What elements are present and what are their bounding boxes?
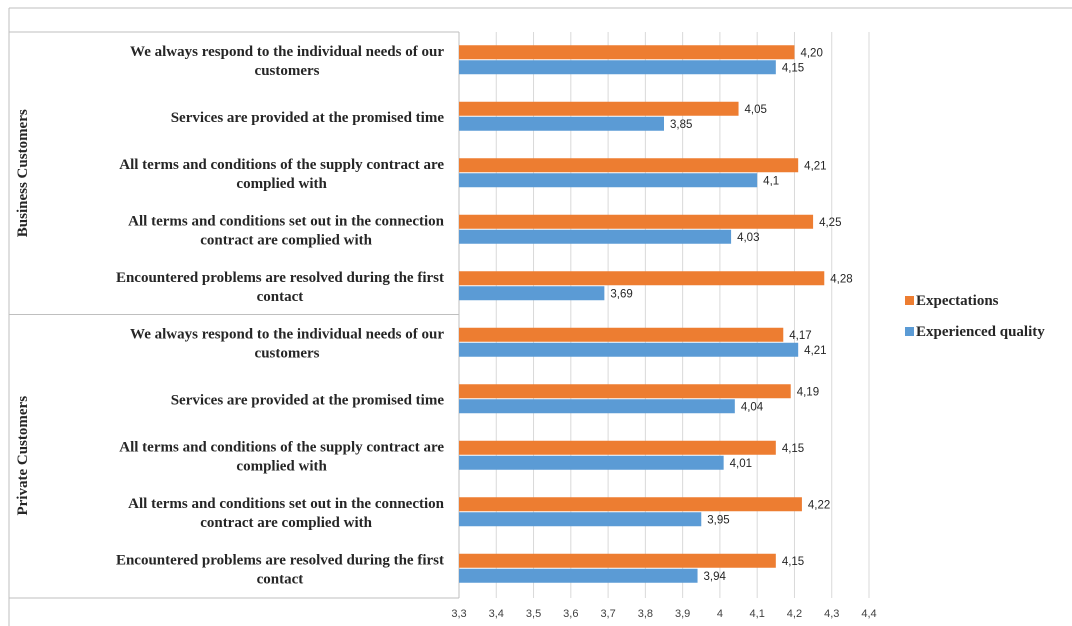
category-label: complied with <box>236 458 327 474</box>
category-label: contract are complied with <box>200 515 372 531</box>
bar-expectations <box>459 45 795 60</box>
x-tick-label: 3,9 <box>675 608 690 620</box>
data-label: 4,04 <box>741 401 764 413</box>
bar-expectations <box>459 158 799 173</box>
x-tick-label: 4,1 <box>750 608 765 620</box>
bar-experienced-quality <box>459 173 758 188</box>
category-label: customers <box>255 345 320 361</box>
legend-label-expectations: Expectations <box>916 293 999 309</box>
category-label: contract are complied with <box>200 232 372 248</box>
x-tick-label: 3,8 <box>638 608 653 620</box>
bar-expectations <box>459 384 791 399</box>
bar-experienced-quality <box>459 60 776 75</box>
category-label: Encountered problems are resolved during… <box>116 552 444 568</box>
bar-experienced-quality <box>459 512 702 527</box>
bar-expectations <box>459 101 739 116</box>
x-tick-label: 4,2 <box>787 608 802 620</box>
data-label: 4,15 <box>782 62 804 74</box>
category-label: customers <box>255 63 320 79</box>
bar-expectations <box>459 553 776 568</box>
bar-expectations <box>459 497 802 512</box>
x-tick-label: 3,6 <box>563 608 578 620</box>
category-label: All terms and conditions set out in the … <box>128 213 445 229</box>
category-label: Encountered problems are resolved during… <box>116 270 444 286</box>
x-tick-label: 4,3 <box>824 608 839 620</box>
legend-swatch-experienced-quality <box>905 327 914 336</box>
bar-experienced-quality <box>459 116 664 131</box>
category-label: contact <box>257 289 304 305</box>
bar-experienced-quality <box>459 568 698 583</box>
x-tick-label: 4,4 <box>861 608 876 620</box>
group-label: Business Customers <box>15 109 31 237</box>
legend-swatch-expectations <box>905 296 914 305</box>
data-label: 4,20 <box>800 47 822 59</box>
x-tick-label: 3,5 <box>526 608 541 620</box>
bar-expectations <box>459 214 814 229</box>
group-label: Private Customers <box>15 396 31 516</box>
data-label: 3,69 <box>610 288 632 300</box>
data-label: 4,21 <box>804 160 826 172</box>
category-label: All terms and conditions of the supply c… <box>119 157 444 173</box>
legend-label-experienced-quality: Experienced quality <box>916 324 1045 340</box>
data-label: 4,22 <box>808 499 830 511</box>
bar-experienced-quality <box>459 229 732 244</box>
data-label: 4,01 <box>730 458 752 470</box>
category-label: Services are provided at the promised ti… <box>171 110 445 126</box>
data-label: 4,19 <box>797 386 819 398</box>
data-label: 4,17 <box>789 330 811 342</box>
bar-expectations <box>459 271 825 286</box>
x-tick-label: 3,3 <box>451 608 466 620</box>
data-label: 4,03 <box>737 232 759 244</box>
bar-experienced-quality <box>459 399 735 414</box>
x-tick-label: 3,7 <box>600 608 615 620</box>
category-label: Services are provided at the promised ti… <box>171 392 445 408</box>
x-tick-label: 4 <box>717 608 723 620</box>
bar-experienced-quality <box>459 342 799 357</box>
category-label: We always respond to the individual need… <box>130 326 444 342</box>
bar-expectations <box>459 327 784 342</box>
data-label: 4,05 <box>745 104 767 116</box>
data-label: 3,95 <box>707 514 729 526</box>
data-label: 4,1 <box>763 175 779 187</box>
category-label: contact <box>257 571 304 587</box>
category-label: We always respond to the individual need… <box>130 44 444 60</box>
bar-experienced-quality <box>459 286 605 301</box>
data-label: 3,85 <box>670 119 692 131</box>
x-tick-label: 3,4 <box>489 608 504 620</box>
category-label: complied with <box>236 176 327 192</box>
data-label: 4,21 <box>804 345 826 357</box>
bar-experienced-quality <box>459 455 724 470</box>
data-label: 4,25 <box>819 217 841 229</box>
data-label: 4,28 <box>830 273 852 285</box>
bar-expectations <box>459 440 776 455</box>
data-label: 4,15 <box>782 443 804 455</box>
category-label: All terms and conditions of the supply c… <box>119 439 444 455</box>
data-label: 3,94 <box>704 571 727 583</box>
category-label: All terms and conditions set out in the … <box>128 496 445 512</box>
data-label: 4,15 <box>782 556 804 568</box>
